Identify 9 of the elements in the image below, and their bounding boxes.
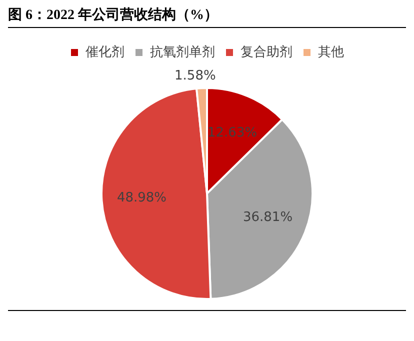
legend-label: 其他 [318, 44, 344, 60]
data-label: 12.63% [207, 126, 258, 141]
chart-title: 图 6：2022 年公司营收结构（%） [8, 6, 406, 28]
legend-label: 复合助剂 [240, 44, 292, 60]
legend-label: 催化剂 [86, 44, 124, 60]
data-label: 1.58% [174, 68, 216, 84]
data-label: 48.98% [116, 190, 167, 206]
legend-label: 抗氧剂单剂 [150, 44, 215, 60]
data-label: 36.81% [242, 210, 293, 226]
